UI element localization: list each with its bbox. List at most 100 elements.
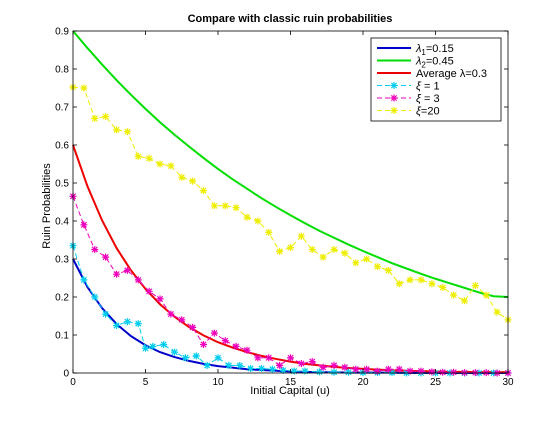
x-tick-label: 5 bbox=[143, 377, 149, 388]
data-point bbox=[178, 316, 186, 324]
data-point bbox=[287, 354, 294, 362]
data-point bbox=[319, 363, 327, 371]
y-tick-label: 0.4 bbox=[55, 217, 69, 228]
x-tick-label: 20 bbox=[357, 377, 369, 388]
data-point bbox=[279, 366, 287, 374]
legend-text-part: 2 bbox=[421, 61, 426, 70]
data-point bbox=[243, 346, 251, 354]
data-point bbox=[247, 364, 255, 372]
data-point bbox=[395, 365, 403, 373]
data-point bbox=[352, 259, 360, 267]
data-point bbox=[134, 320, 142, 328]
axes: 0 5 10 15 20 25 30 0 0.1 0.2 0.3 0.4 0.5 0.6 0.7 0.8 0.9 bbox=[55, 27, 514, 389]
data-point bbox=[428, 280, 436, 288]
legend-entry-1: λ2=0.45 bbox=[415, 56, 454, 70]
legend-entry-2: Average λ=0.3 bbox=[416, 68, 487, 80]
data-point bbox=[265, 228, 273, 236]
legend-text-part: =0.15 bbox=[426, 43, 454, 55]
legend-text-part: =0.45 bbox=[426, 56, 454, 68]
y-tick-label: 0.9 bbox=[55, 27, 69, 38]
data-point bbox=[341, 363, 349, 371]
x-tick-label: 30 bbox=[502, 377, 514, 388]
data-point bbox=[80, 276, 88, 284]
data-point bbox=[330, 246, 338, 253]
legend-entry-5: ξ=20 bbox=[416, 106, 440, 118]
legend-text-part: ξ bbox=[416, 81, 422, 93]
plot-area bbox=[69, 30, 512, 377]
legend-entry-3: ξ = 1 bbox=[416, 81, 440, 93]
x-tick-label: 0 bbox=[70, 377, 76, 388]
data-point bbox=[308, 246, 316, 253]
legend-marker-4 bbox=[390, 94, 398, 102]
data-point bbox=[214, 354, 222, 362]
data-point bbox=[374, 263, 381, 271]
data-point bbox=[210, 202, 218, 210]
data-point bbox=[374, 367, 381, 375]
x-tick-label: 15 bbox=[285, 377, 297, 388]
data-point bbox=[265, 354, 273, 362]
data-point bbox=[113, 270, 120, 278]
data-point bbox=[80, 84, 88, 92]
data-point bbox=[428, 368, 436, 376]
y-tick-label: 0.2 bbox=[55, 293, 69, 304]
data-point bbox=[439, 284, 447, 291]
x-tick-label: 10 bbox=[212, 377, 224, 388]
data-point bbox=[243, 213, 251, 221]
data-point bbox=[417, 276, 425, 284]
data-point bbox=[145, 287, 153, 295]
legend-text-part: =20 bbox=[421, 106, 440, 118]
data-point bbox=[493, 308, 501, 316]
data-point bbox=[160, 341, 168, 348]
data-point bbox=[471, 282, 479, 290]
data-point bbox=[149, 342, 157, 350]
data-point bbox=[134, 276, 142, 284]
data-point bbox=[287, 244, 294, 252]
data-point bbox=[102, 253, 110, 261]
x-axis-label: Initial Capital (u) bbox=[250, 385, 329, 397]
data-point bbox=[406, 276, 414, 284]
data-point bbox=[91, 293, 99, 301]
y-tick-label: 0.5 bbox=[55, 179, 69, 190]
data-point bbox=[123, 128, 131, 136]
data-point bbox=[258, 364, 265, 372]
data-point bbox=[254, 354, 262, 362]
data-point bbox=[276, 361, 284, 369]
series-group-5 bbox=[69, 83, 512, 324]
data-point bbox=[395, 280, 403, 288]
data-point bbox=[167, 310, 175, 318]
data-point bbox=[330, 361, 338, 369]
data-point bbox=[254, 217, 262, 225]
data-point bbox=[167, 162, 175, 170]
y-tick-label: 0 bbox=[63, 369, 69, 380]
legend-text-part: 1 bbox=[421, 48, 426, 57]
legend-entry-0: λ1=0.15 bbox=[415, 43, 454, 57]
data-point bbox=[225, 361, 233, 369]
data-point bbox=[319, 253, 327, 261]
data-point bbox=[91, 246, 99, 253]
data-point bbox=[200, 341, 207, 348]
data-point bbox=[341, 249, 349, 257]
legend-text-part: λ bbox=[415, 43, 421, 55]
data-point bbox=[156, 160, 164, 168]
data-point bbox=[189, 177, 197, 185]
y-tick-label: 0.1 bbox=[55, 331, 69, 342]
legend-entry-4: ξ = 3 bbox=[416, 93, 440, 105]
series-group-4 bbox=[69, 192, 512, 377]
chart-title: Compare with classic ruin probabilities bbox=[188, 13, 393, 25]
y-tick-label: 0.8 bbox=[55, 65, 69, 76]
data-point bbox=[192, 352, 200, 360]
legend-marker-3 bbox=[390, 82, 398, 89]
data-point bbox=[308, 358, 316, 366]
data-point bbox=[406, 367, 414, 375]
data-point bbox=[330, 368, 338, 376]
data-point bbox=[450, 291, 458, 299]
data-point bbox=[236, 361, 244, 369]
data-point bbox=[171, 348, 178, 356]
y-tick-label: 0.3 bbox=[55, 255, 69, 266]
data-point bbox=[352, 365, 360, 373]
data-point bbox=[276, 247, 284, 255]
data-point bbox=[145, 154, 153, 162]
data-point bbox=[290, 367, 298, 375]
